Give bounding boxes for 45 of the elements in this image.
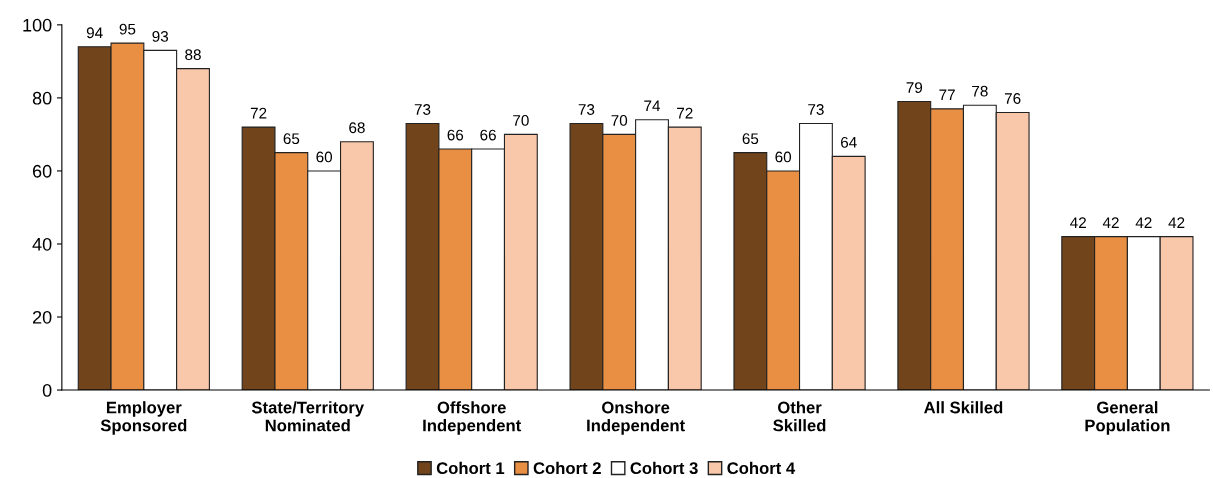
x-tick-label: All Skilled xyxy=(924,401,1003,414)
data-label: 70 xyxy=(611,115,628,126)
data-label: 66 xyxy=(447,129,464,141)
legend-label: Cohort 3 xyxy=(630,461,698,475)
data-label: 70 xyxy=(513,115,529,126)
x-tick-label: Other Skilled xyxy=(773,401,826,432)
data-label: 42 xyxy=(1168,217,1185,228)
x-tick-label: State/Territory Nominated xyxy=(251,401,365,432)
y-tick-label: 20 xyxy=(32,310,52,324)
data-label: 95 xyxy=(119,23,136,35)
legend-label: Cohort 4 xyxy=(727,461,796,475)
data-label: 42 xyxy=(1135,217,1152,228)
data-label: 73 xyxy=(808,104,824,115)
y-tick-label: 80 xyxy=(32,91,52,105)
data-label: 65 xyxy=(283,133,300,145)
y-tick-label: 40 xyxy=(32,237,52,251)
data-label: 74 xyxy=(644,100,661,112)
data-label: 72 xyxy=(677,107,693,119)
y-tick-label: 0 xyxy=(42,383,52,397)
data-label: 60 xyxy=(316,151,333,163)
y-tick-label: 100 xyxy=(23,18,52,32)
data-label: 72 xyxy=(250,107,267,119)
x-tick-label: Onshore Independent xyxy=(587,401,685,435)
data-label: 60 xyxy=(775,151,792,163)
data-label: 76 xyxy=(1004,93,1021,104)
data-label: 64 xyxy=(841,136,857,148)
data-label: 94 xyxy=(86,27,103,39)
x-tick-label: Employer Sponsored xyxy=(100,401,187,435)
data-label: 42 xyxy=(1102,217,1119,228)
data-label: 78 xyxy=(972,85,988,97)
data-label: 65 xyxy=(742,133,759,145)
data-label: 77 xyxy=(939,89,955,101)
x-tick-label: Offshore Independent xyxy=(423,401,522,435)
data-label: 66 xyxy=(480,129,496,141)
legend-label: Cohort 2 xyxy=(533,461,601,475)
data-label: 79 xyxy=(906,82,923,93)
legend-label: Cohort 1 xyxy=(436,461,505,475)
data-label: 42 xyxy=(1070,217,1086,228)
data-label: 68 xyxy=(349,122,365,134)
data-label: 93 xyxy=(152,31,169,42)
y-tick-label: 60 xyxy=(32,164,52,178)
data-label: 73 xyxy=(414,104,431,115)
data-label: 73 xyxy=(578,104,595,115)
x-tick-label: General Population xyxy=(1085,401,1170,435)
data-label: 88 xyxy=(185,49,201,61)
